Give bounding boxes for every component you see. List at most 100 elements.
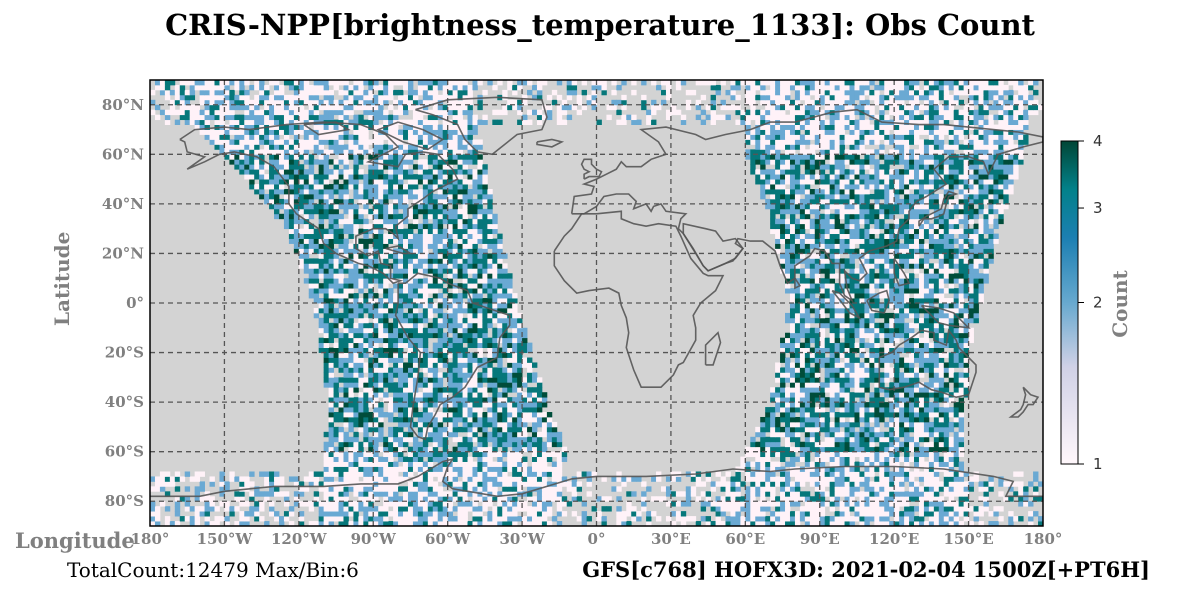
count-bin — [988, 248, 994, 254]
count-bin — [760, 491, 766, 497]
count-bin — [333, 293, 339, 299]
count-bin — [427, 412, 434, 418]
count-bin — [834, 486, 840, 492]
count-bin — [656, 471, 662, 477]
count-bin — [869, 496, 875, 502]
count-bin — [849, 322, 855, 329]
count-bin — [497, 322, 503, 329]
count-bin — [407, 248, 414, 254]
count-bin — [943, 416, 950, 423]
count-bin — [839, 476, 845, 482]
count-bin — [948, 412, 955, 418]
count-bin — [933, 268, 940, 274]
count-bin — [462, 421, 468, 428]
count-bin — [492, 367, 498, 373]
count-bin — [651, 496, 657, 502]
count-bin — [953, 476, 960, 482]
count-bin — [918, 451, 925, 458]
count-bin — [839, 436, 845, 443]
count-bin — [422, 397, 429, 403]
count-bin — [938, 501, 945, 507]
count-bin — [398, 496, 404, 502]
count-bin — [532, 516, 538, 522]
count-bin — [527, 441, 533, 448]
count-bin — [447, 317, 454, 324]
count-bin — [189, 516, 196, 522]
count-bin — [388, 436, 394, 443]
count-bin — [869, 342, 875, 348]
count-bin — [527, 377, 533, 383]
count-bin — [517, 407, 523, 413]
count-bin — [869, 278, 875, 284]
count-bin — [794, 352, 801, 358]
count-bin — [760, 511, 766, 517]
count-bin — [348, 407, 354, 413]
count-bin — [933, 273, 940, 279]
count-bin — [368, 397, 374, 403]
count-bin — [785, 521, 791, 526]
count-bin — [884, 263, 890, 269]
count-bin — [254, 491, 260, 497]
count-bin — [849, 456, 855, 462]
count-bin — [353, 436, 359, 443]
count-bin — [963, 491, 969, 497]
count-bin — [923, 322, 930, 329]
count-bin — [973, 258, 979, 264]
count-bin — [462, 392, 468, 398]
count-bin — [889, 337, 895, 344]
count-bin — [457, 382, 463, 388]
count-bin — [894, 392, 900, 398]
count-bin — [804, 347, 811, 353]
count-bin — [844, 372, 850, 378]
count-bin — [472, 327, 478, 334]
count-bin — [799, 362, 806, 368]
count-bin — [274, 491, 280, 497]
count-bin — [363, 273, 369, 279]
count-bin — [507, 481, 513, 487]
count-bin — [819, 402, 826, 408]
count-bin — [368, 436, 374, 443]
count-bin — [889, 436, 895, 443]
count-bin — [422, 426, 429, 433]
count-bin — [849, 317, 855, 324]
count-bin — [343, 516, 349, 522]
count-bin — [914, 268, 920, 274]
count-bin — [388, 293, 394, 299]
count-bin — [373, 516, 379, 522]
count-bin — [328, 441, 334, 448]
count-bin — [348, 347, 354, 353]
count-bin — [844, 461, 850, 467]
count-bin — [457, 283, 463, 289]
count-bin — [383, 392, 389, 398]
count-bin — [874, 476, 880, 482]
count-bin — [804, 317, 811, 324]
count-bin — [507, 451, 513, 458]
count-bin — [487, 307, 493, 314]
count-bin — [879, 307, 885, 314]
count-bin — [507, 486, 513, 492]
count-bin — [785, 501, 791, 507]
count-bin — [819, 441, 826, 448]
count-bin — [437, 496, 444, 502]
count-bin — [517, 461, 523, 467]
count-bin — [482, 397, 488, 403]
count-bin — [422, 466, 429, 472]
count-bin — [437, 392, 444, 398]
count-bin — [457, 456, 463, 462]
count-bin — [467, 283, 473, 289]
count-bin — [770, 496, 776, 502]
count-bin — [849, 367, 855, 373]
count-bin — [889, 298, 895, 304]
count-bin — [720, 496, 726, 502]
count-bin — [378, 516, 384, 522]
count-bin — [1033, 476, 1039, 482]
count-bin — [844, 466, 850, 472]
count-bin — [636, 511, 642, 517]
count-bin — [338, 431, 344, 438]
count-bin — [318, 481, 325, 487]
count-bin — [914, 407, 920, 413]
count-bin — [899, 516, 905, 522]
count-bin — [844, 521, 850, 526]
count-bin — [497, 327, 503, 334]
count-bin — [492, 521, 498, 526]
